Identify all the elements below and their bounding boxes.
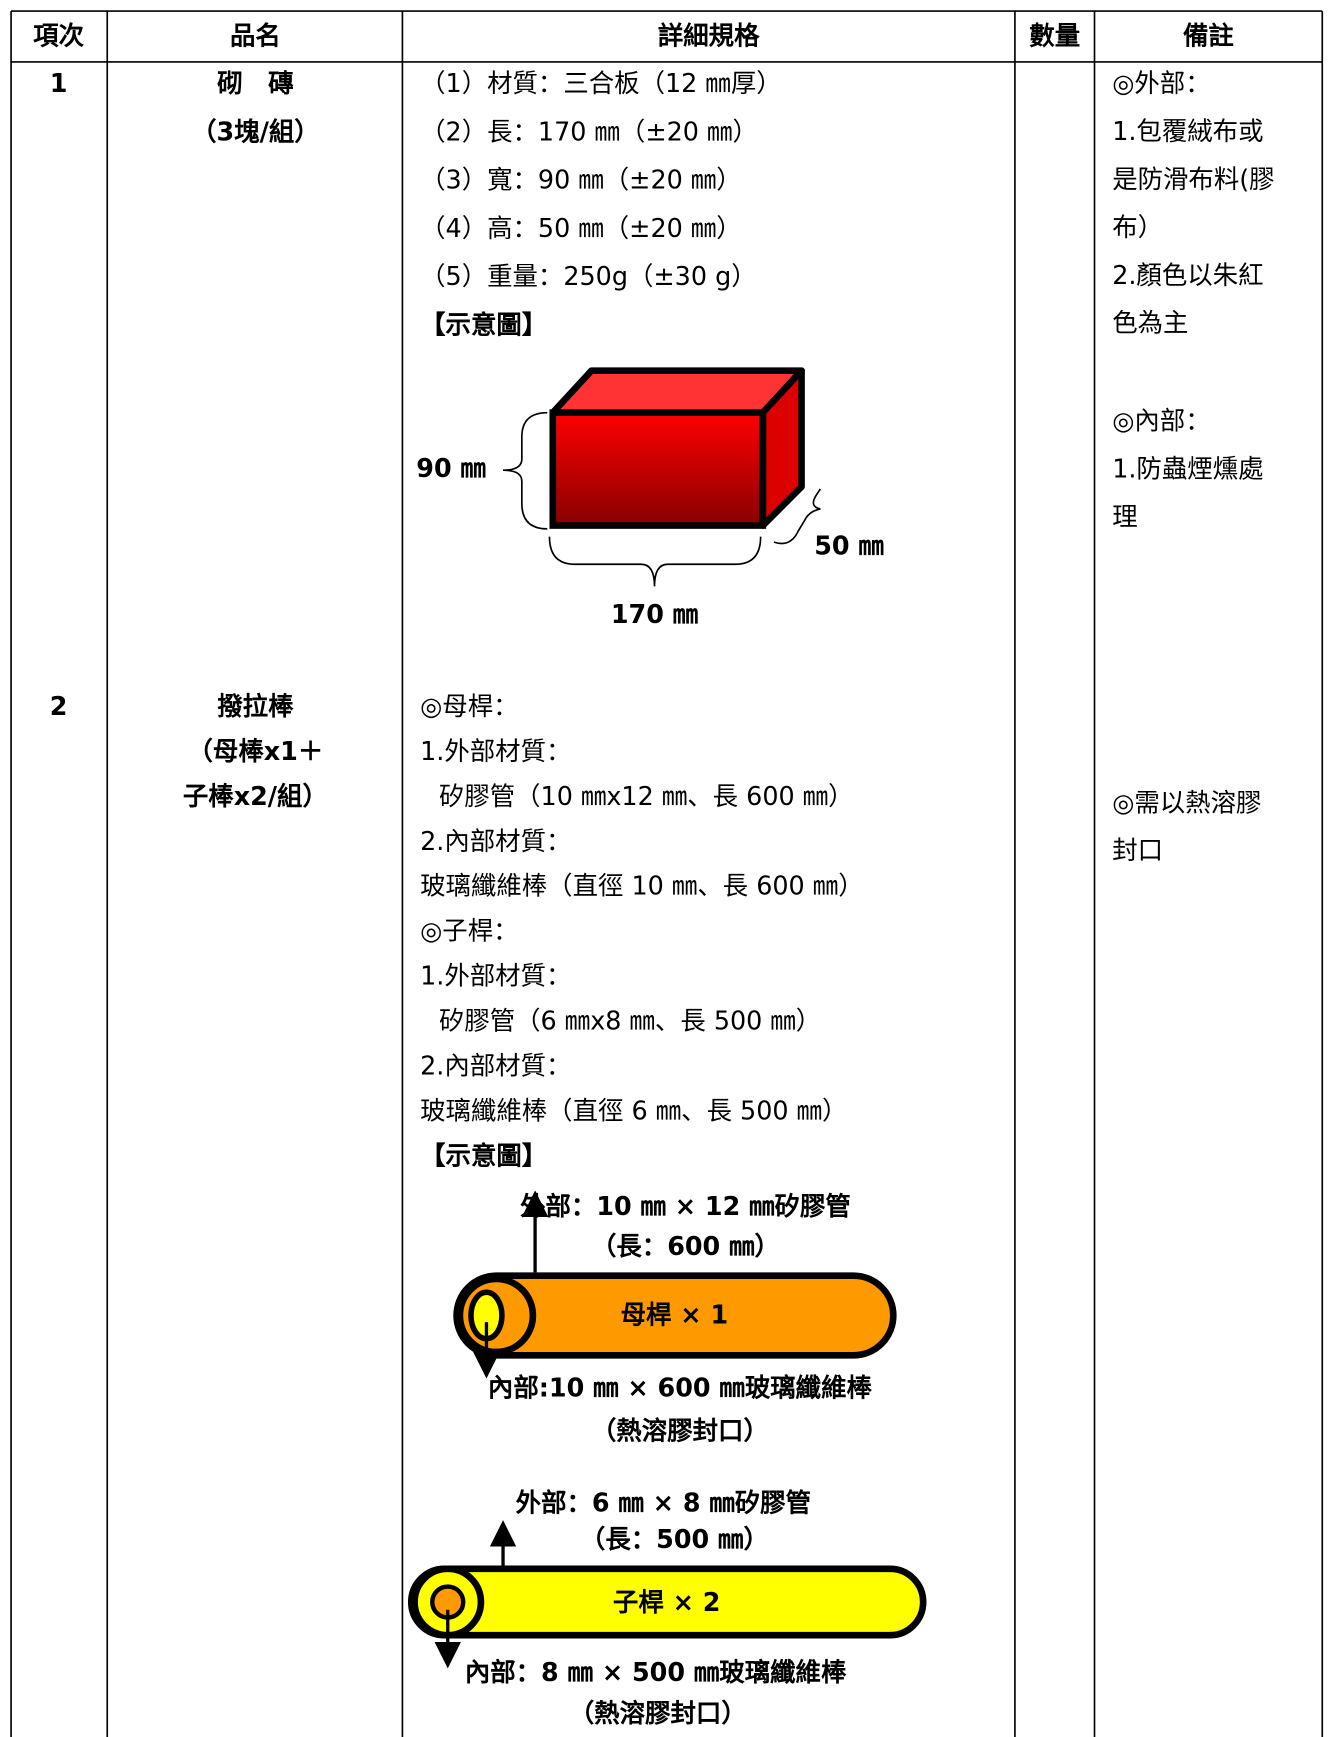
dimension-label: 50 ㎜ — [814, 531, 884, 561]
rod-annotation: 外部：6 ㎜ × 8 ㎜矽膠管 — [516, 1488, 811, 1518]
header-cell: 備註 — [1183, 21, 1234, 51]
spec-line: 2.內部材質： — [420, 826, 571, 856]
rod-annotation: 外部：10 ㎜ × 12 ㎜矽膠管 — [520, 1191, 851, 1221]
spec-line: （3）寬：90 ㎜（±20 ㎜） — [420, 165, 742, 195]
dimension-label: 170 ㎜ — [611, 599, 698, 629]
remark-line: 2.顏色以朱紅 — [1112, 260, 1263, 290]
remark-line: 布） — [1112, 212, 1163, 242]
item-name: （3塊/組） — [191, 116, 320, 146]
dimension-label: 90 ㎜ — [416, 453, 486, 483]
remark-line: 1.防蟲煙燻處 — [1112, 454, 1263, 484]
item-name: 子棒x2/組） — [183, 781, 328, 811]
spec-line: ◎母桿： — [420, 691, 518, 721]
rod-label: 母桿 × 1 — [621, 1300, 729, 1330]
item-name: 砌 磚 — [217, 68, 294, 98]
rod-diagram — [407, 1190, 927, 1669]
item-name: 撥拉棒 — [217, 691, 294, 721]
header-cell: 詳細規格 — [658, 21, 760, 51]
spec-line: （2）長：170 ㎜（±20 ㎜） — [420, 116, 758, 146]
rod-annotation: 內部：8 ㎜ × 500 ㎜玻璃纖維棒 — [465, 1657, 847, 1687]
spec-line: （4）高：50 ㎜（±20 ㎜） — [420, 213, 742, 243]
remark-line: 色為主 — [1112, 308, 1188, 338]
spec-line: （5）重量：250g（±30 g） — [420, 261, 757, 291]
rod-label: 子桿 × 2 — [613, 1587, 721, 1617]
figure-label: 【示意圖】 — [420, 1140, 547, 1170]
remark-line: ◎內部： — [1112, 406, 1210, 436]
header-cell: 項次 — [33, 21, 84, 51]
spec-line: 2.內部材質： — [420, 1050, 571, 1080]
figure-label: 【示意圖】 — [420, 309, 547, 339]
item-number: 1 — [50, 68, 68, 98]
item-number: 2 — [50, 691, 68, 721]
spec-line: 玻璃纖維棒（直徑 6 ㎜、長 500 ㎜） — [420, 1095, 847, 1125]
remark-line: 是防滑布料(膠 — [1112, 164, 1274, 194]
remark-line: 封口 — [1112, 835, 1163, 865]
header-cell: 數量 — [1029, 21, 1080, 51]
item-name: （母棒x1＋ — [188, 736, 324, 766]
spec-line: 1.外部材質： — [420, 961, 571, 991]
remark-line: 1.包覆絨布或 — [1112, 116, 1263, 146]
remark-line: ◎外部： — [1112, 68, 1210, 98]
remark-line: 理 — [1112, 501, 1137, 531]
rod-annotation: 內部:10 ㎜ × 600 ㎜玻璃纖維棒 — [488, 1373, 873, 1403]
remark-line: ◎需以熱溶膠 — [1112, 787, 1261, 817]
spec-line: （1）材質：三合板（12 ㎜厚） — [420, 68, 782, 98]
header-cell: 品名 — [230, 21, 281, 51]
spec-line: 矽膠管（6 ㎜x8 ㎜、長 500 ㎜） — [439, 1006, 821, 1036]
spec-line: 玻璃纖維棒（直徑 10 ㎜、長 600 ㎜） — [420, 871, 864, 901]
spec-line: 矽膠管（10 ㎜x12 ㎜、長 600 ㎜） — [439, 781, 854, 811]
rod-annotation: （長：600 ㎜） — [591, 1231, 780, 1261]
rod-annotation: （長：500 ㎜） — [580, 1524, 769, 1554]
brick-diagram — [503, 367, 822, 587]
rod-annotation: （熱溶膠封口） — [591, 1416, 769, 1446]
rod-annotation: （熱溶膠封口） — [569, 1698, 747, 1728]
spec-line: ◎子桿： — [420, 916, 518, 946]
table-grid — [10, 10, 1324, 1737]
spec-line: 1.外部材質： — [420, 736, 571, 766]
